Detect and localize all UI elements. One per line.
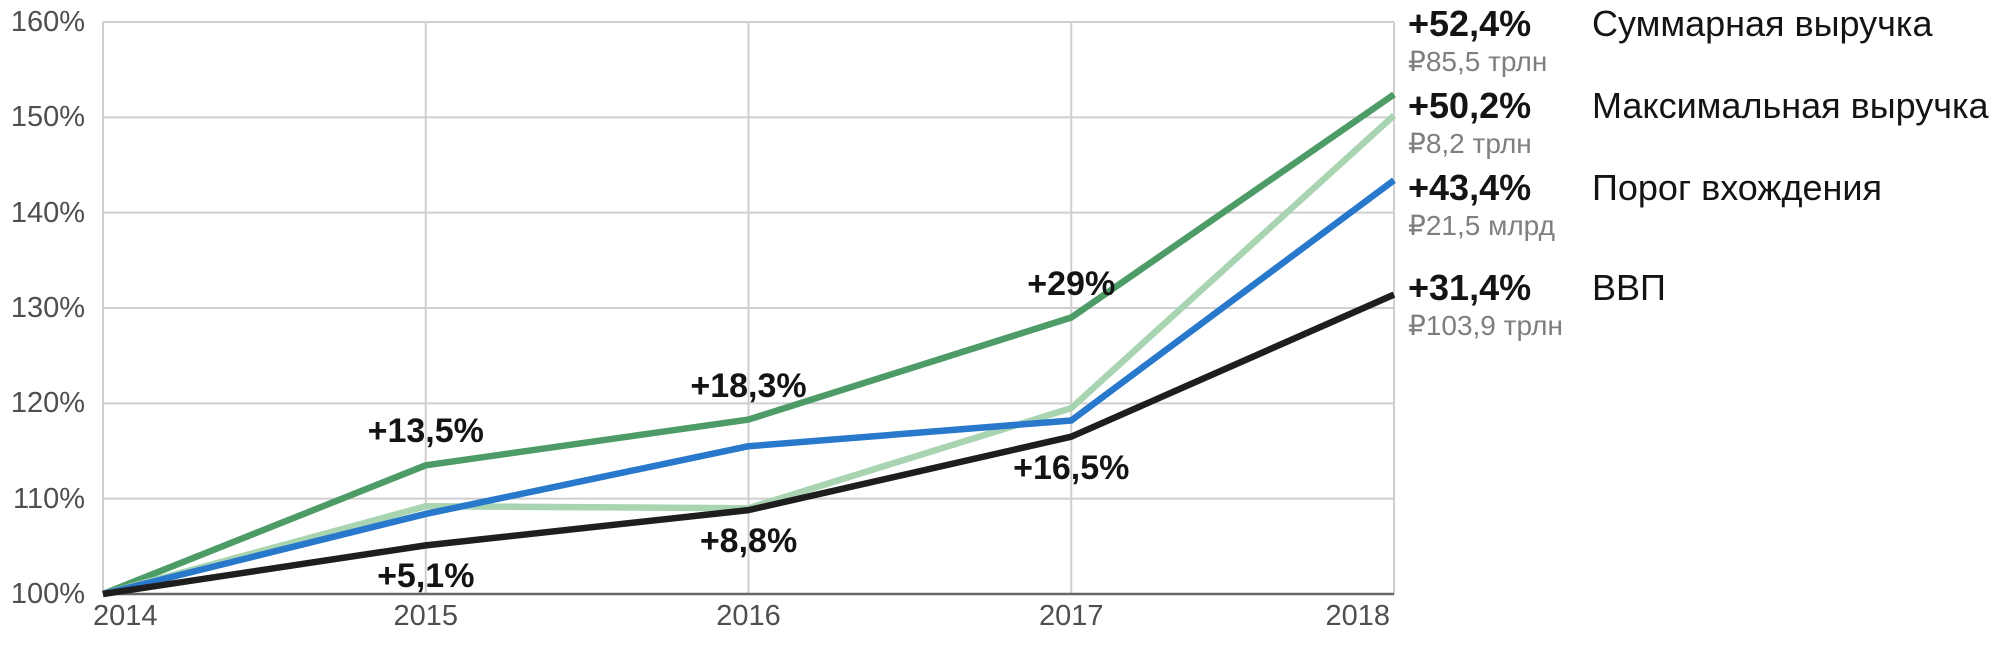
- x-axis-tick-label: 2015: [393, 600, 459, 632]
- legend-item-max-revenue: +50,2% Максимальная выручка ₽8,2 трлн: [1408, 86, 1989, 160]
- legend-amount: ₽8,2 трлн: [1408, 128, 1532, 159]
- total-revenue-line: [101, 91, 1396, 598]
- annotation-label: +18,3%: [690, 366, 807, 405]
- annotation-label: +13,5%: [367, 412, 484, 451]
- gdp-line: [102, 291, 1396, 598]
- legend-amount: ₽21,5 млрд: [1408, 210, 1555, 241]
- x-axis-tick-label: 2014: [93, 600, 158, 632]
- legend-change-value: +50,2%: [1408, 85, 1532, 126]
- legend-series-name: Порог вхождения: [1592, 167, 1883, 208]
- legend-change-value: +52,4%: [1408, 3, 1532, 44]
- chart-legend: +52,4% Суммарная выручка ₽85,5 трлн +50,…: [1408, 0, 2015, 655]
- y-axis-tick-label: 110%: [12, 482, 85, 515]
- legend-main-row: +31,4% ВВП: [1408, 268, 1666, 308]
- y-axis-tick-label: 130%: [10, 292, 85, 324]
- legend-series-name: Максимальная выручка: [1592, 85, 1989, 126]
- y-axis-tick-label: 100%: [10, 578, 85, 610]
- legend-item-entry-threshold: +43,4% Порог вхождения ₽21,5 млрд: [1408, 168, 1882, 242]
- legend-item-total-revenue: +52,4% Суммарная выручка ₽85,5 трлн: [1408, 4, 1932, 78]
- legend-series-name: Суммарная выручка: [1592, 3, 1933, 44]
- legend-main-row: +43,4% Порог вхождения: [1408, 168, 1882, 208]
- annotation-label: +8,8%: [699, 522, 798, 561]
- legend-item-gdp: +31,4% ВВП ₽103,9 трлн: [1408, 268, 1666, 342]
- entry-threshold-line: [102, 177, 1396, 598]
- y-axis-tick-label: 140%: [10, 196, 85, 229]
- annotation-label: +29%: [1027, 264, 1116, 303]
- legend-amount: ₽103,9 трлн: [1408, 310, 1563, 341]
- x-axis-tick-label: 2016: [716, 600, 781, 632]
- y-axis-tick-label: 120%: [10, 387, 85, 420]
- legend-change-value: +43,4%: [1408, 167, 1532, 208]
- y-axis-tick-label: 150%: [10, 101, 85, 134]
- annotation-label: +5,1%: [377, 557, 475, 596]
- legend-amount: ₽85,5 трлн: [1408, 46, 1548, 77]
- annotation-label: +16,5%: [1013, 448, 1130, 487]
- x-axis-tick-label: 2018: [1325, 600, 1390, 632]
- legend-series-name: ВВП: [1592, 267, 1666, 308]
- y-axis-tick-label: 160%: [10, 6, 85, 38]
- legend-main-row: +52,4% Суммарная выручка: [1408, 4, 1932, 44]
- legend-change-value: +31,4%: [1408, 267, 1532, 308]
- legend-main-row: +50,2% Максимальная выручка: [1408, 86, 1989, 126]
- x-axis-tick-label: 2017: [1038, 600, 1104, 632]
